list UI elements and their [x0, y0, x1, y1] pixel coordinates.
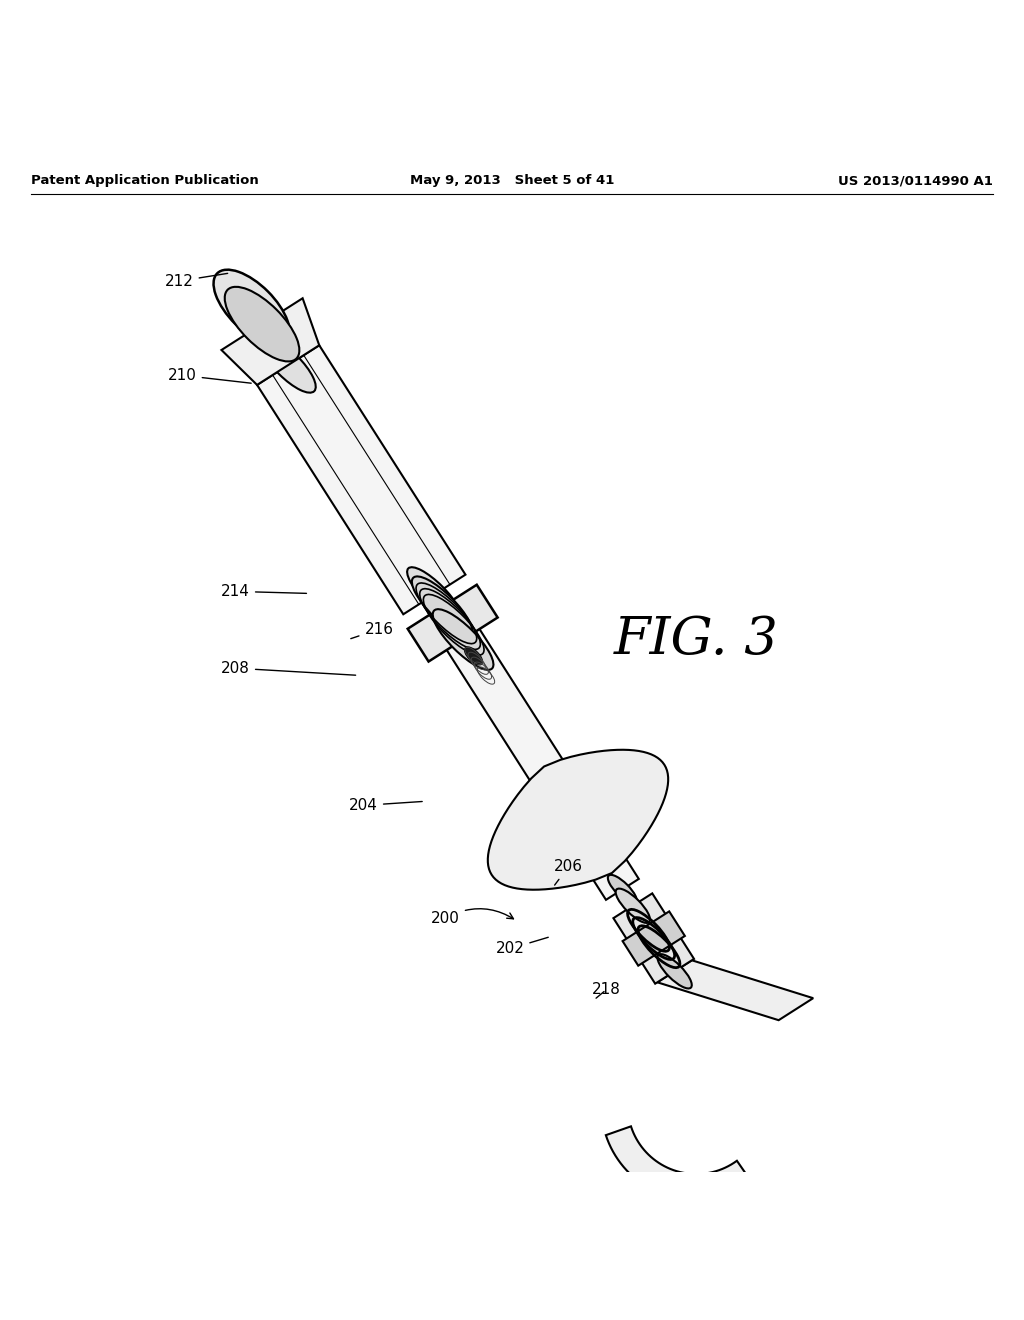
- Polygon shape: [623, 911, 685, 966]
- Ellipse shape: [224, 286, 299, 362]
- Ellipse shape: [433, 609, 494, 669]
- Ellipse shape: [408, 568, 462, 622]
- Ellipse shape: [465, 647, 482, 665]
- Text: Patent Application Publication: Patent Application Publication: [31, 174, 258, 187]
- Polygon shape: [428, 601, 639, 900]
- Polygon shape: [278, 354, 648, 925]
- Ellipse shape: [260, 338, 315, 392]
- Polygon shape: [487, 750, 669, 890]
- Text: US 2013/0114990 A1: US 2013/0114990 A1: [839, 174, 993, 187]
- Ellipse shape: [657, 954, 692, 989]
- Ellipse shape: [615, 888, 650, 923]
- Text: 202: 202: [496, 937, 548, 956]
- Text: May 9, 2013   Sheet 5 of 41: May 9, 2013 Sheet 5 of 41: [410, 174, 614, 187]
- Ellipse shape: [214, 269, 290, 346]
- Ellipse shape: [608, 875, 637, 904]
- Text: 212: 212: [165, 273, 227, 289]
- Polygon shape: [606, 1126, 752, 1201]
- Text: FIG. 3: FIG. 3: [614, 614, 778, 665]
- Text: 216: 216: [351, 622, 393, 639]
- Polygon shape: [221, 298, 319, 385]
- Text: 204: 204: [349, 797, 422, 813]
- Text: 218: 218: [592, 982, 621, 998]
- Text: 210: 210: [168, 368, 251, 383]
- Text: 214: 214: [221, 583, 306, 599]
- Text: 208: 208: [221, 661, 355, 676]
- Polygon shape: [613, 894, 694, 983]
- Text: 200: 200: [431, 908, 513, 925]
- Polygon shape: [408, 585, 498, 661]
- Polygon shape: [257, 346, 466, 614]
- Text: 206: 206: [554, 859, 583, 886]
- Ellipse shape: [412, 577, 472, 638]
- Polygon shape: [657, 960, 813, 1020]
